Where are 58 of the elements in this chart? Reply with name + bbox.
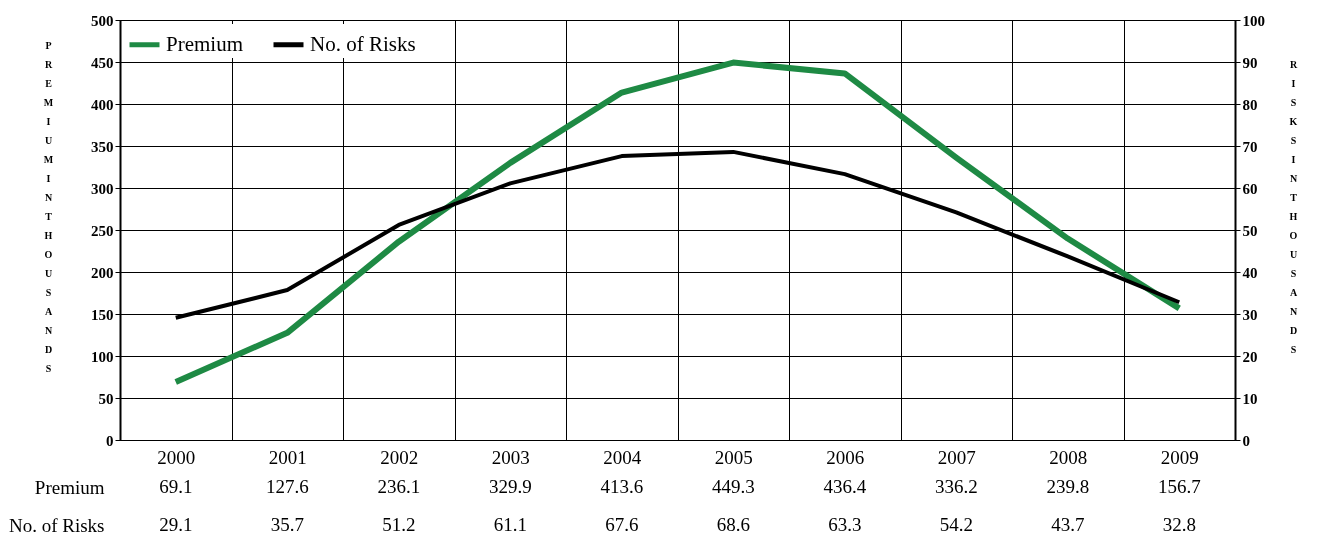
- y2-tick-label: 90: [1242, 54, 1258, 71]
- y-tick-label: 350: [91, 138, 114, 155]
- y-tick-label: 300: [91, 180, 114, 197]
- y2-tick-label: 80: [1242, 96, 1258, 113]
- data-label: 29.1: [159, 514, 193, 535]
- data-label: 54.2: [939, 514, 973, 535]
- y-tick-label: 100: [91, 348, 114, 365]
- x-tick-label: 2009: [1160, 446, 1199, 468]
- data-label: 51.2: [382, 514, 416, 535]
- y-tick-label: 400: [91, 96, 114, 113]
- data-label: 329.9: [488, 476, 532, 497]
- y2-tick-label: 0: [1242, 432, 1250, 449]
- y2-tick-label: 70: [1242, 138, 1258, 155]
- data-label: 156.7: [1157, 476, 1201, 497]
- text: RISKS IN THOUSANDS: [1289, 58, 1298, 355]
- y-tick-label: 0: [106, 432, 114, 449]
- data-label: 43.7: [1051, 514, 1085, 535]
- y-tick-label: 500: [91, 12, 114, 29]
- data-label: 67.6: [605, 514, 639, 535]
- x-tick-label: 2004: [603, 446, 642, 468]
- data-label: 436.4: [823, 476, 867, 497]
- text: Premium: [34, 476, 105, 498]
- x-tick-label: 2002: [380, 446, 419, 468]
- y2-tick-label: 10: [1242, 390, 1258, 407]
- y2-tick-label: 40: [1242, 264, 1258, 281]
- data-label: 32.8: [1162, 514, 1196, 535]
- data-label: 236.1: [377, 476, 421, 497]
- x-tick-label: 2003: [491, 446, 530, 468]
- text: PREMIUM IN THOUSANDS: [43, 39, 54, 374]
- y-tick-label: 150: [91, 306, 114, 323]
- text: No. of Risks: [8, 514, 105, 536]
- data-label: 336.2: [934, 476, 978, 497]
- data-label: 35.7: [270, 514, 304, 535]
- data-label: 69.1: [159, 476, 193, 497]
- x-tick-label: 2006: [826, 446, 865, 468]
- x-tick-label: 2001: [268, 446, 307, 468]
- y-tick-label: 450: [91, 54, 114, 71]
- y-tick-label: 250: [91, 222, 114, 239]
- x-tick-label: 2007: [937, 446, 976, 468]
- x-tick-label: 2008: [1049, 446, 1088, 468]
- data-label: 63.3: [828, 514, 862, 535]
- data-label: 68.6: [716, 514, 750, 535]
- y2-tick-label: 50: [1242, 222, 1258, 239]
- y-tick-label: 200: [91, 264, 114, 281]
- y2-tick-label: 30: [1242, 306, 1258, 323]
- data-label: 239.8: [1046, 476, 1090, 497]
- data-label: 61.1: [493, 514, 527, 535]
- legend-label: No. of Risks: [310, 31, 416, 56]
- data-label: 449.3: [711, 476, 755, 497]
- x-tick-label: 2000: [157, 446, 196, 468]
- data-label: 127.6: [265, 476, 309, 497]
- x-tick-label: 2005: [714, 446, 753, 468]
- y2-tick-label: 100: [1242, 12, 1265, 29]
- y-tick-label: 50: [98, 390, 114, 407]
- y2-tick-label: 60: [1242, 180, 1258, 197]
- data-label: 413.6: [600, 476, 644, 497]
- legend-label: Premium: [166, 31, 243, 56]
- y2-tick-label: 20: [1242, 348, 1258, 365]
